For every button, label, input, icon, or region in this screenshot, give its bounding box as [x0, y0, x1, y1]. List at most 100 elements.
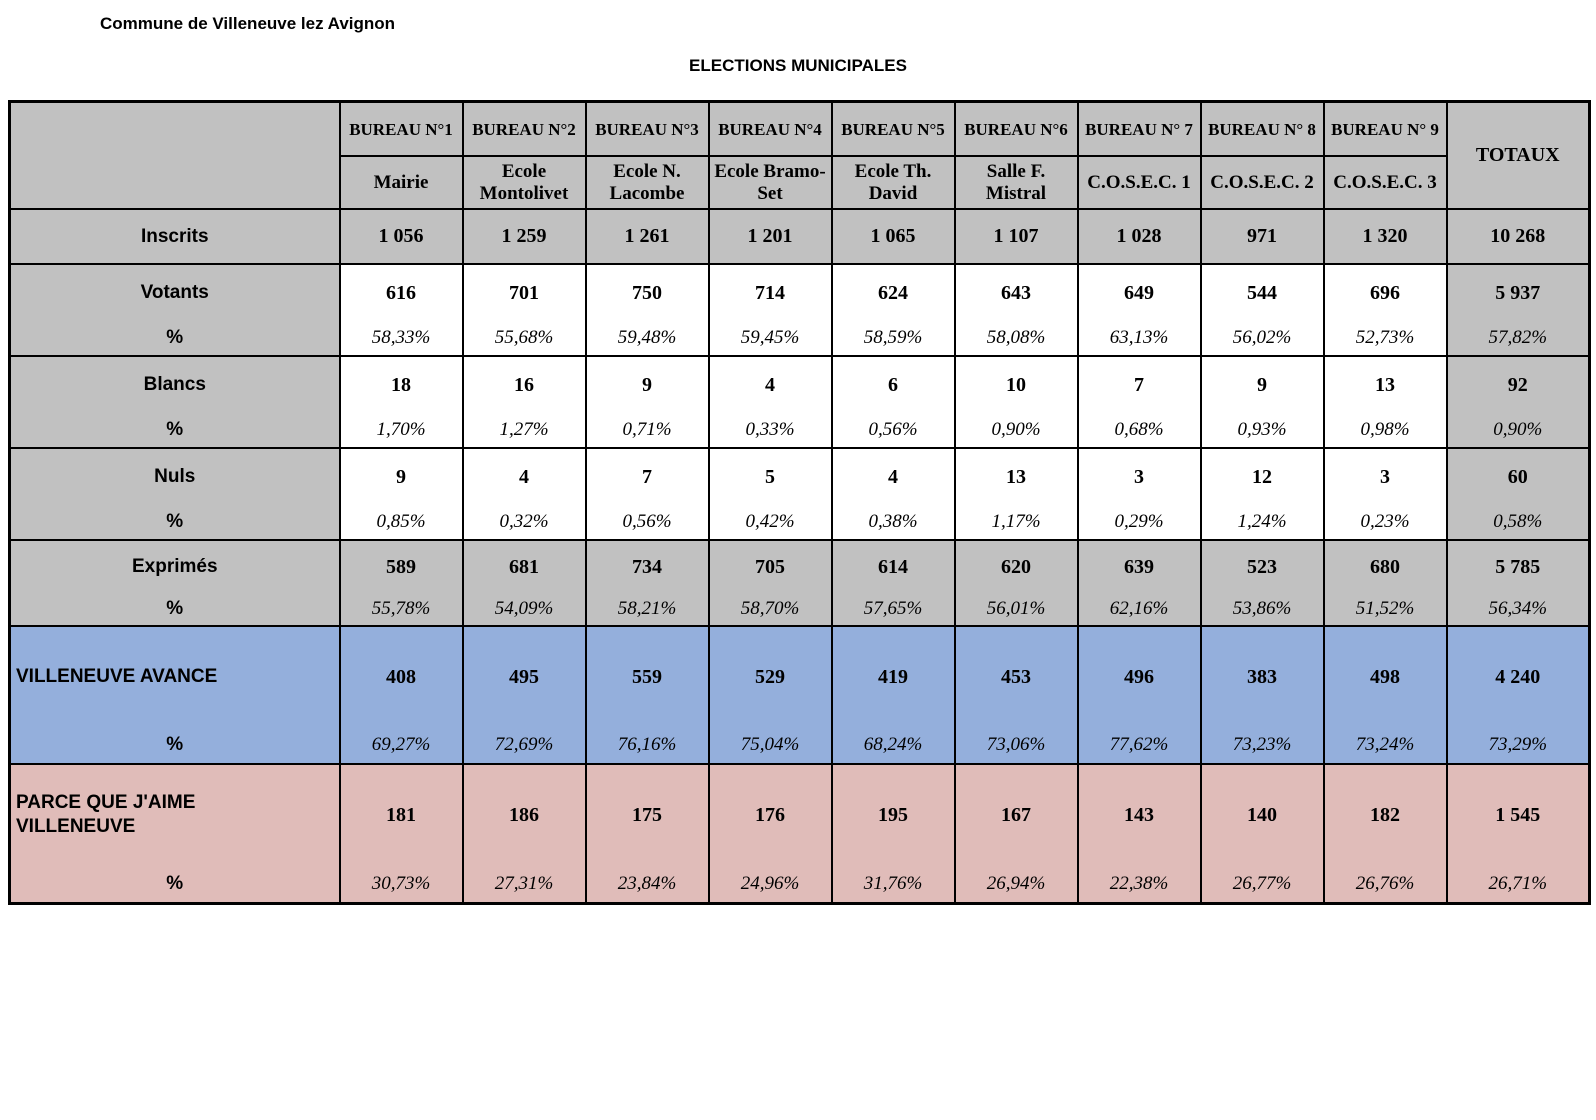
- pct-nuls-bureau3: 0,56%: [584, 505, 710, 541]
- header-bureau-8: BUREAU N° 8: [1199, 100, 1325, 157]
- row-inscrits: Inscrits 1 056 1 259 1 261 1 201 1 065 1 107 1 …: [8, 208, 1591, 265]
- cell-exprimes-bureau9: 680: [1322, 539, 1448, 593]
- cell-list2-bureau4: 176: [707, 763, 833, 865]
- pct-nuls-bureau9: 0,23%: [1322, 505, 1448, 541]
- pct-votants-bureau9: 52,73%: [1322, 321, 1448, 357]
- cell-votants-bureau7: 649: [1076, 263, 1202, 321]
- pct-exprimes-bureau5: 57,65%: [830, 593, 956, 627]
- cell-votants-bureau2: 701: [461, 263, 587, 321]
- cell-nuls-bureau1: 9: [338, 447, 464, 505]
- cell-list2-total: 1 545: [1445, 763, 1591, 865]
- cell-list1-bureau2: 495: [461, 625, 587, 727]
- pct-votants-bureau3: 59,48%: [584, 321, 710, 357]
- pct-exprimes-bureau3: 58,21%: [584, 593, 710, 627]
- cell-inscrits-bureau8: 971: [1199, 208, 1325, 265]
- row-exprimes-pct: % 55,78% 54,09% 58,21% 58,70% 57,65% 56,01% 62,…: [8, 593, 1591, 627]
- pct-exprimes-bureau9: 51,52%: [1322, 593, 1448, 627]
- header-bureau-6: BUREAU N°6: [953, 100, 1079, 157]
- pct-blancs-bureau7: 0,68%: [1076, 413, 1202, 449]
- header-row-bureau-names: Mairie Ecole Montolivet Ecole N. Lacombe…: [10, 155, 1590, 210]
- cell-blancs-bureau9: 13: [1322, 355, 1448, 413]
- row-nuls: Nuls 9 4 7 5 4 13 3 12 3 60: [8, 447, 1591, 505]
- pct-list1-bureau9: 73,24%: [1322, 727, 1448, 765]
- row-nuls-pct: % 0,85% 0,32% 0,56% 0,42% 0,38% 1,17% 0,29% 1,24…: [8, 505, 1591, 541]
- header-bureau-5: BUREAU N°5: [830, 100, 956, 157]
- row-label-votants-pct: %: [8, 321, 341, 357]
- pct-nuls-bureau2: 0,32%: [461, 505, 587, 541]
- pct-nuls-bureau7: 0,29%: [1076, 505, 1202, 541]
- cell-exprimes-bureau6: 620: [953, 539, 1079, 593]
- header-bureau-2-name: Ecole Montolivet: [461, 155, 587, 210]
- cell-list1-bureau9: 498: [1322, 625, 1448, 727]
- header-bureau-2: BUREAU N°2: [461, 100, 587, 157]
- pct-list2-bureau8: 26,77%: [1199, 865, 1325, 905]
- pct-exprimes-bureau7: 62,16%: [1076, 593, 1202, 627]
- pct-votants-bureau2: 55,68%: [461, 321, 587, 357]
- row-label-list1-pct: %: [8, 727, 341, 765]
- cell-exprimes-bureau2: 681: [461, 539, 587, 593]
- row-label-blancs: Blancs: [8, 355, 341, 413]
- cell-list2-bureau7: 143: [1076, 763, 1202, 865]
- pct-list1-bureau8: 73,23%: [1199, 727, 1325, 765]
- pct-blancs-total: 0,90%: [1445, 413, 1591, 449]
- pct-list1-bureau1: 69,27%: [338, 727, 464, 765]
- cell-nuls-total: 60: [1445, 447, 1591, 505]
- cell-blancs-bureau5: 6: [830, 355, 956, 413]
- row-blancs-pct: % 1,70% 1,27% 0,71% 0,33% 0,56% 0,90% 0,68% 0,93…: [8, 413, 1591, 449]
- pct-list2-bureau4: 24,96%: [707, 865, 833, 905]
- pct-blancs-bureau5: 0,56%: [830, 413, 956, 449]
- results-body: Inscrits 1 056 1 259 1 261 1 201 1 065 1 107 1 …: [8, 208, 1591, 905]
- row-label-list2: PARCE QUE J'AIME VILLENEUVE: [8, 763, 341, 865]
- pct-exprimes-bureau8: 53,86%: [1199, 593, 1325, 627]
- results-header: BUREAU N°1 BUREAU N°2 BUREAU N°3 BUREAU …: [8, 100, 1591, 210]
- row-label-nuls: Nuls: [8, 447, 341, 505]
- pct-exprimes-bureau4: 58,70%: [707, 593, 833, 627]
- row-list2: PARCE QUE J'AIME VILLENEUVE 181 186 175 176 1…: [8, 763, 1591, 865]
- pct-votants-bureau4: 59,45%: [707, 321, 833, 357]
- pct-list1-bureau2: 72,69%: [461, 727, 587, 765]
- row-label-list2-pct: %: [8, 865, 341, 905]
- pct-list2-bureau1: 30,73%: [338, 865, 464, 905]
- pct-nuls-bureau4: 0,42%: [707, 505, 833, 541]
- pct-nuls-total: 0,58%: [1445, 505, 1591, 541]
- header-bureau-8-name: C.O.S.E.C. 2: [1199, 155, 1325, 210]
- cell-votants-total: 5 937: [1445, 263, 1591, 321]
- corner-cell: [8, 100, 341, 210]
- cell-votants-bureau6: 643: [953, 263, 1079, 321]
- cell-exprimes-bureau1: 589: [338, 539, 464, 593]
- cell-list2-bureau3: 175: [584, 763, 710, 865]
- cell-inscrits-bureau7: 1 028: [1076, 208, 1202, 265]
- header-bureau-4: BUREAU N°4: [707, 100, 833, 157]
- cell-inscrits-bureau5: 1 065: [830, 208, 956, 265]
- pct-list2-total: 26,71%: [1445, 865, 1591, 905]
- cell-votants-bureau1: 616: [338, 263, 464, 321]
- pct-blancs-bureau6: 0,90%: [953, 413, 1079, 449]
- pct-blancs-bureau1: 1,70%: [338, 413, 464, 449]
- cell-votants-bureau3: 750: [584, 263, 710, 321]
- pct-votants-bureau5: 58,59%: [830, 321, 956, 357]
- cell-list1-bureau5: 419: [830, 625, 956, 727]
- pct-nuls-bureau8: 1,24%: [1199, 505, 1325, 541]
- header-bureau-6-name: Salle F. Mistral: [953, 155, 1079, 210]
- cell-inscrits-bureau6: 1 107: [953, 208, 1079, 265]
- cell-inscrits-bureau3: 1 261: [584, 208, 710, 265]
- row-list2-pct: % 30,73% 27,31% 23,84% 24,96% 31,76% 26,94% 22,…: [8, 865, 1591, 905]
- header-bureau-7-name: C.O.S.E.C. 1: [1076, 155, 1202, 210]
- pct-votants-bureau6: 58,08%: [953, 321, 1079, 357]
- cell-list2-bureau1: 181: [338, 763, 464, 865]
- row-label-votants: Votants: [8, 263, 341, 321]
- pct-list1-bureau6: 73,06%: [953, 727, 1079, 765]
- pct-votants-bureau1: 58,33%: [338, 321, 464, 357]
- cell-blancs-bureau3: 9: [584, 355, 710, 413]
- cell-inscrits-bureau4: 1 201: [707, 208, 833, 265]
- cell-list1-bureau6: 453: [953, 625, 1079, 727]
- pct-blancs-bureau9: 0,98%: [1322, 413, 1448, 449]
- header-bureau-4-name: Ecole Bramo-Set: [707, 155, 833, 210]
- header-bureau-9: BUREAU N° 9: [1322, 100, 1448, 157]
- pct-blancs-bureau3: 0,71%: [584, 413, 710, 449]
- row-label-list1: VILLENEUVE AVANCE: [8, 625, 341, 727]
- cell-exprimes-total: 5 785: [1445, 539, 1591, 593]
- header-bureau-7: BUREAU N° 7: [1076, 100, 1202, 157]
- pct-exprimes-bureau2: 54,09%: [461, 593, 587, 627]
